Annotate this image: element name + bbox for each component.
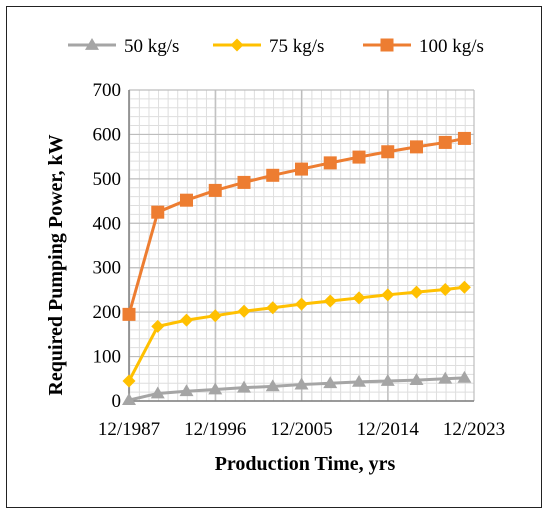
legend: 50 kg/s 75 kg/s 100 kg/s xyxy=(68,36,484,57)
data-point xyxy=(295,162,308,176)
data-point xyxy=(151,319,165,333)
data-point xyxy=(410,285,423,299)
x-tick-label: 12/2005 xyxy=(270,419,332,440)
legend-marker xyxy=(85,38,99,50)
data-point xyxy=(380,374,395,386)
data-point xyxy=(294,377,309,390)
legend-label: 100 kg/s xyxy=(419,36,484,57)
grid-layer xyxy=(128,89,475,402)
data-point xyxy=(457,131,471,145)
data-point xyxy=(438,135,452,149)
data-point xyxy=(237,304,251,318)
y-tick-label: 0 xyxy=(112,391,122,412)
y-tick-label: 200 xyxy=(93,302,122,323)
data-point xyxy=(122,374,136,388)
legend-label: 50 kg/s xyxy=(124,36,179,57)
data-point xyxy=(266,168,280,182)
data-point xyxy=(352,374,366,387)
data-point xyxy=(179,384,194,397)
x-tick-label: 12/1987 xyxy=(98,419,160,440)
x-tick-label: 12/2023 xyxy=(443,419,505,440)
y-tick-label: 600 xyxy=(93,124,122,145)
data-point xyxy=(180,193,193,207)
data-point xyxy=(122,393,136,406)
data-point xyxy=(151,205,165,219)
data-point xyxy=(457,280,471,294)
y-tick-label: 500 xyxy=(93,169,122,190)
data-point xyxy=(208,183,222,197)
data-point xyxy=(266,301,280,315)
legend-item: 100 kg/s xyxy=(363,36,484,57)
data-point xyxy=(323,294,337,308)
data-point xyxy=(208,309,222,323)
data-point xyxy=(295,297,308,311)
legend-marker xyxy=(380,38,394,52)
data-point xyxy=(122,307,136,321)
data-point xyxy=(410,140,423,154)
series-line xyxy=(127,285,465,382)
data-point xyxy=(352,150,366,164)
legend-item: 75 kg/s xyxy=(213,36,324,57)
data-point xyxy=(409,373,424,386)
data-point xyxy=(438,282,452,296)
legend-marker xyxy=(230,38,244,52)
x-tick-label: 12/2014 xyxy=(357,419,420,440)
data-point xyxy=(237,175,251,189)
data-point xyxy=(352,291,366,305)
data-point xyxy=(208,382,223,395)
y-tick-label: 700 xyxy=(93,80,122,101)
data-point xyxy=(180,313,193,327)
series-75-kg-s xyxy=(122,280,471,388)
data-point xyxy=(323,376,338,389)
data-point xyxy=(381,288,395,302)
x-axis-label: Production Time, yrs xyxy=(215,453,396,475)
legend-item: 50 kg/s xyxy=(68,36,179,57)
x-tick-label: 12/1996 xyxy=(184,419,246,440)
legend-label: 75 kg/s xyxy=(269,36,324,57)
data-point xyxy=(381,145,395,159)
axes-layer: 0 100 200 300 400 500 600 700 12/1987 12/1996 12/2… xyxy=(93,80,506,440)
data-point xyxy=(323,156,337,170)
y-tick-label: 100 xyxy=(93,347,122,368)
data-point xyxy=(438,371,453,384)
series-50-kg-s xyxy=(122,370,472,406)
y-axis-label: Required Pumping Power, kW xyxy=(45,134,67,395)
y-tick-label: 300 xyxy=(93,258,122,279)
data-point xyxy=(150,386,165,399)
y-tick-label: 400 xyxy=(93,213,122,234)
data-point xyxy=(237,380,251,393)
series-100-kg-s xyxy=(122,131,471,321)
data-point xyxy=(265,379,280,392)
series-layer xyxy=(122,131,472,406)
data-point xyxy=(457,370,472,383)
